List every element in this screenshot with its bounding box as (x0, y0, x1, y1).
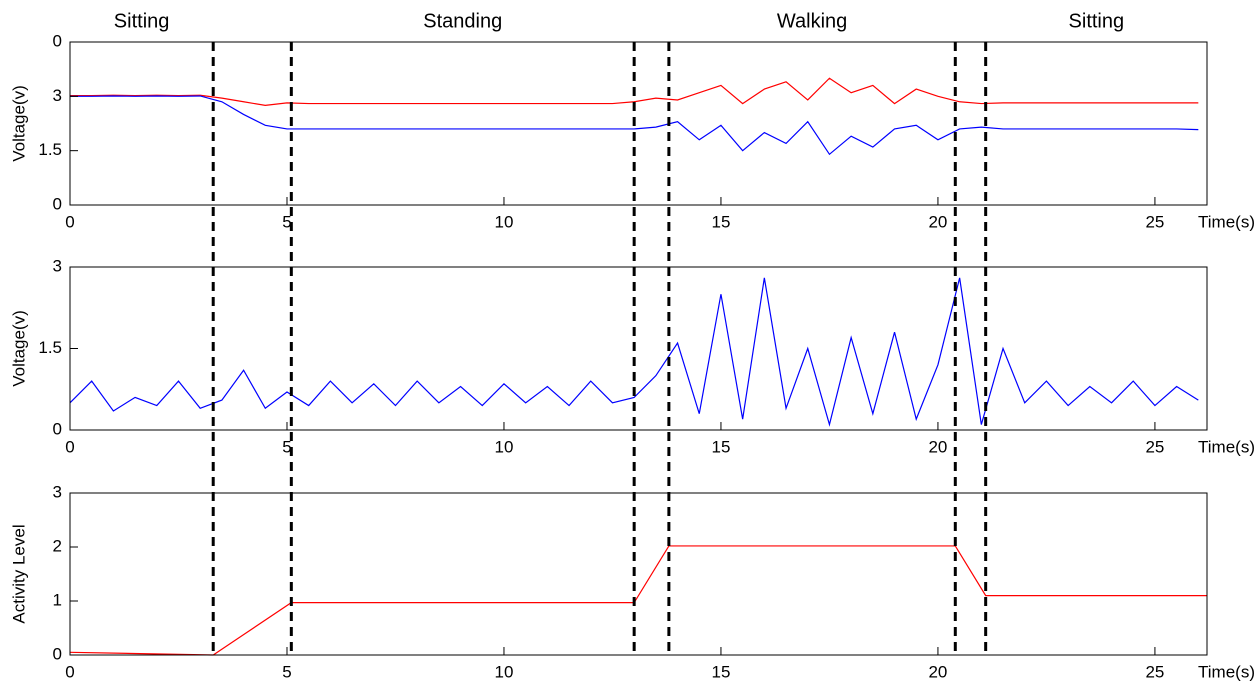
y-axis-label: Voltage(v) (9, 85, 28, 162)
x-axis-label: Time(s) (1198, 662, 1255, 681)
series-line (70, 95, 1199, 156)
x-tick-label: 25 (1145, 437, 1164, 456)
y-axis-label: Activity Level (9, 524, 28, 623)
phase-label: Standing (423, 10, 502, 32)
series-line (69, 277, 1199, 427)
x-tick-label: 15 (711, 662, 730, 681)
x-tick-label: 20 (928, 437, 947, 456)
phase-label: Sitting (1069, 10, 1125, 32)
x-tick-label: 15 (711, 212, 730, 231)
phase-label: Sitting (114, 10, 170, 32)
x-tick-label: 5 (282, 437, 291, 456)
y-tick-label: 3 (53, 256, 62, 275)
series-line (69, 545, 1207, 656)
y-tick-label: 1.5 (38, 338, 62, 357)
y-tick-label: 0 (53, 644, 62, 663)
x-tick-label: 0 (65, 437, 74, 456)
plot-frame (69, 266, 1208, 431)
x-tick-label: 0 (65, 662, 74, 681)
x-tick-label: 20 (928, 212, 947, 231)
x-tick-label: 10 (495, 437, 514, 456)
x-axis-label: Time(s) (1198, 437, 1255, 456)
phase-label: Walking (777, 10, 847, 32)
x-tick-label: 20 (928, 662, 947, 681)
series-line (70, 77, 1199, 106)
y-tick-label: 1.5 (38, 140, 62, 159)
x-tick-label: 5 (282, 662, 291, 681)
plot-frame (69, 41, 1208, 206)
y-tick-label: 3 (53, 482, 62, 501)
y-tick-label: 0 (53, 31, 62, 50)
x-tick-label: 5 (282, 212, 291, 231)
y-axis-label: Voltage(v) (9, 310, 28, 387)
y-tick-label: 0 (53, 419, 62, 438)
plot-frame (69, 492, 1208, 656)
x-tick-label: 0 (65, 212, 74, 231)
y-tick-label: 2 (53, 536, 62, 555)
x-tick-label: 25 (1145, 662, 1164, 681)
x-axis-label: Time(s) (1198, 212, 1255, 231)
y-tick-label: 0 (53, 194, 62, 213)
y-tick-label: 3 (53, 86, 62, 105)
y-tick-label: 1 (53, 590, 62, 609)
x-tick-label: 15 (711, 437, 730, 456)
x-tick-label: 10 (495, 212, 514, 231)
x-tick-label: 10 (495, 662, 514, 681)
x-tick-label: 25 (1145, 212, 1164, 231)
